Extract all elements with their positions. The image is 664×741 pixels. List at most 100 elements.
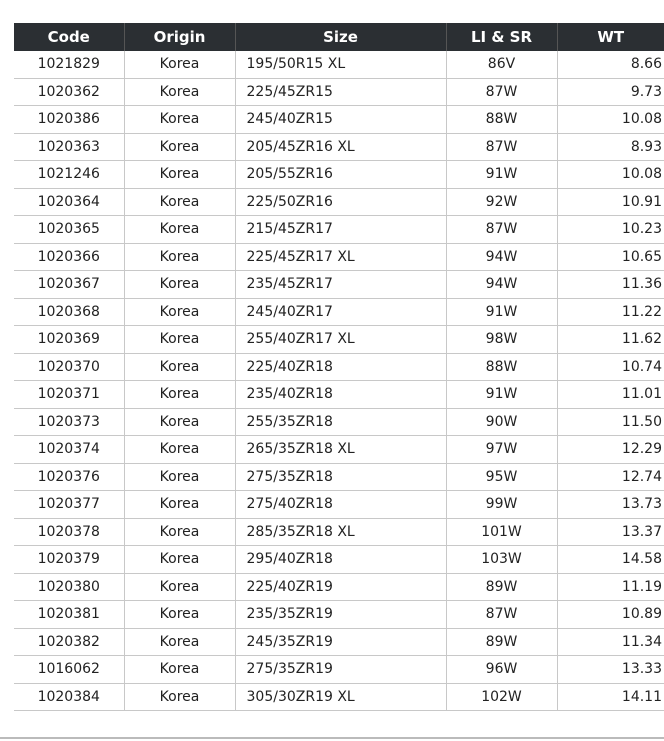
table-row: 1020384 Korea 305/30ZR19 XL 102W 14.11 (14, 683, 664, 711)
table-cell: 1021829 (14, 51, 125, 79)
table-cell: Korea (124, 435, 236, 464)
table-cell: 11.50 (557, 408, 664, 436)
column-header: Origin (124, 23, 236, 51)
table-cell: 102W (446, 683, 558, 711)
table-cell: 10.08 (557, 160, 664, 189)
table-cell: 13.37 (557, 518, 664, 546)
table-cell: 14.58 (557, 545, 664, 574)
table-cell: 195/50R15 XL (235, 51, 447, 79)
table-cell: 9.73 (557, 78, 664, 106)
table-row: 1020362 Korea 225/45ZR15 87W 9.73 (14, 78, 664, 106)
table-cell: 1021246 (14, 160, 125, 189)
table-cell: 255/35ZR18 (235, 408, 447, 436)
table-cell: 13.73 (557, 490, 664, 519)
table-body: 1021829 Korea 195/50R15 XL 86V 8.66 1020362 Ko… (14, 51, 664, 711)
table-cell: 95W (446, 463, 558, 491)
table-cell: Korea (124, 188, 236, 216)
table-cell: 87W (446, 215, 558, 244)
table-cell: 1020373 (14, 408, 125, 436)
table-cell: 1020371 (14, 380, 125, 409)
table-row: 1020371 Korea 235/40ZR18 91W 11.01 (14, 380, 664, 409)
table-cell: 1020384 (14, 683, 125, 711)
table-cell: 1020369 (14, 325, 125, 354)
table-cell: 245/40ZR15 (235, 105, 447, 134)
table-cell: 1020363 (14, 133, 125, 161)
table-cell: 225/40ZR19 (235, 573, 447, 601)
table-cell: Korea (124, 573, 236, 601)
table-cell: Korea (124, 78, 236, 106)
table-row: 1021246 Korea 205/55ZR16 91W 10.08 (14, 160, 664, 189)
table-cell: 225/45ZR17 XL (235, 243, 447, 271)
table-cell: 1020365 (14, 215, 125, 244)
table-cell: 94W (446, 243, 558, 271)
table-cell: 255/40ZR17 XL (235, 325, 447, 354)
table-cell: Korea (124, 408, 236, 436)
table-cell: Korea (124, 51, 236, 79)
table-cell: 11.36 (557, 270, 664, 299)
table-cell: 103W (446, 545, 558, 574)
table-cell: 1020380 (14, 573, 125, 601)
table-cell: Korea (124, 463, 236, 491)
table-row: 1021829 Korea 195/50R15 XL 86V 8.66 (14, 51, 664, 79)
table-cell: 90W (446, 408, 558, 436)
table-cell: Korea (124, 353, 236, 381)
table-cell: 275/35ZR18 (235, 463, 447, 491)
table-cell: 91W (446, 298, 558, 326)
table-cell: Korea (124, 133, 236, 161)
table-cell: 1020366 (14, 243, 125, 271)
bottom-rule (0, 737, 664, 739)
table-cell: 86V (446, 51, 558, 79)
table-cell: Korea (124, 105, 236, 134)
table-row: 1020369 Korea 255/40ZR17 XL 98W 11.62 (14, 325, 664, 354)
table-cell: 11.62 (557, 325, 664, 354)
table-cell: 225/50ZR16 (235, 188, 447, 216)
table-cell: Korea (124, 600, 236, 629)
table-cell: 1020368 (14, 298, 125, 326)
table-cell: 215/45ZR17 (235, 215, 447, 244)
column-header: WT (557, 23, 664, 51)
table-cell: 10.23 (557, 215, 664, 244)
table-cell: 295/40ZR18 (235, 545, 447, 574)
column-header: LI & SR (446, 23, 558, 51)
table-row: 1020380 Korea 225/40ZR19 89W 11.19 (14, 573, 664, 601)
table-cell: 10.65 (557, 243, 664, 271)
table-cell: 10.08 (557, 105, 664, 134)
table-cell: 88W (446, 105, 558, 134)
table-cell: 13.33 (557, 655, 664, 684)
table-cell: 10.89 (557, 600, 664, 629)
table-cell: 1020364 (14, 188, 125, 216)
table-cell: 99W (446, 490, 558, 519)
table-cell: 11.22 (557, 298, 664, 326)
table-cell: 1020382 (14, 628, 125, 656)
table-cell: 91W (446, 160, 558, 189)
table-cell: 285/35ZR18 XL (235, 518, 447, 546)
table-row: 1020367 Korea 235/45ZR17 94W 11.36 (14, 270, 664, 299)
table-cell: 305/30ZR19 XL (235, 683, 447, 711)
table-row: 1020363 Korea 205/45ZR16 XL 87W 8.93 (14, 133, 664, 161)
table-cell: 245/40ZR17 (235, 298, 447, 326)
table-cell: 8.66 (557, 51, 664, 79)
table-cell: 10.91 (557, 188, 664, 216)
table-cell: 205/55ZR16 (235, 160, 447, 189)
table-cell: 89W (446, 573, 558, 601)
table-cell: 87W (446, 600, 558, 629)
table-cell: 225/40ZR18 (235, 353, 447, 381)
table-cell: 91W (446, 380, 558, 409)
table-cell: 94W (446, 270, 558, 299)
table-cell: 11.19 (557, 573, 664, 601)
table-row: 1020381 Korea 235/35ZR19 87W 10.89 (14, 600, 664, 629)
table-cell: 275/40ZR18 (235, 490, 447, 519)
table-cell: 1016062 (14, 655, 125, 684)
table-cell: Korea (124, 683, 236, 711)
table-cell: 1020381 (14, 600, 125, 629)
table-cell: 1020386 (14, 105, 125, 134)
table-row: 1020386 Korea 245/40ZR15 88W 10.08 (14, 105, 664, 134)
table-cell: 89W (446, 628, 558, 656)
table-cell: 235/40ZR18 (235, 380, 447, 409)
table-cell: 98W (446, 325, 558, 354)
table-cell: 275/35ZR19 (235, 655, 447, 684)
table-cell: 245/35ZR19 (235, 628, 447, 656)
table-cell: Korea (124, 490, 236, 519)
table-row: 1020365 Korea 215/45ZR17 87W 10.23 (14, 215, 664, 244)
